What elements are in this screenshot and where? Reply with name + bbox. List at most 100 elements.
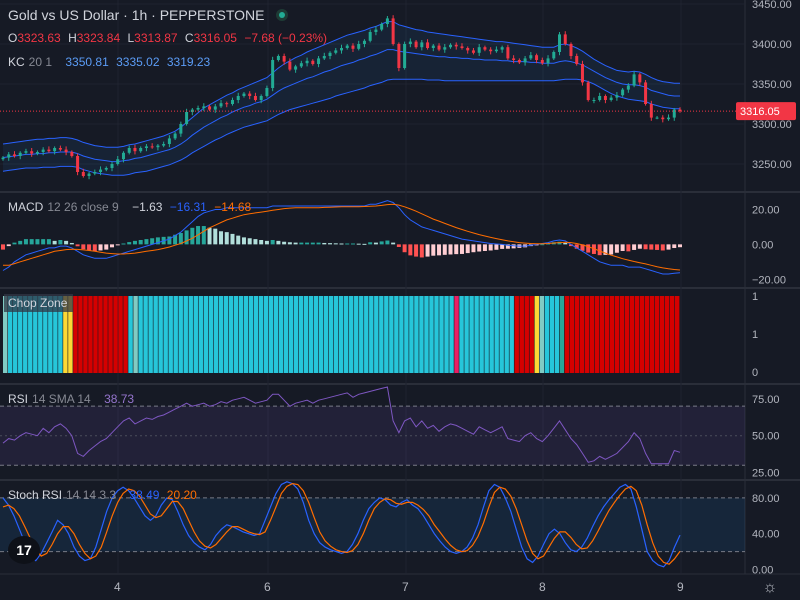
chop-zone-bar bbox=[178, 296, 183, 373]
kc-params: 20 1 bbox=[28, 55, 53, 69]
candle bbox=[340, 48, 343, 51]
candle bbox=[615, 95, 619, 98]
chop-zone-bar bbox=[434, 296, 439, 373]
chop-zone-bar bbox=[168, 296, 173, 373]
stoch-tick-label: 80.00 bbox=[752, 493, 780, 505]
candle bbox=[322, 56, 326, 59]
candle bbox=[87, 173, 91, 176]
candle bbox=[506, 47, 510, 59]
macd-histogram-bar bbox=[207, 227, 212, 245]
candle bbox=[655, 117, 659, 119]
candle bbox=[586, 82, 590, 100]
candle bbox=[517, 60, 521, 63]
macd-histogram-bar bbox=[178, 233, 183, 245]
chop-zone-bar bbox=[263, 296, 269, 373]
candle bbox=[58, 148, 62, 150]
candle bbox=[81, 172, 85, 176]
chop-zone-bar bbox=[489, 296, 494, 373]
kc-basis-value: 3335.02 bbox=[116, 55, 160, 69]
chop-zone-bar bbox=[409, 296, 414, 373]
chop-zone-bar bbox=[273, 296, 279, 373]
chop-zone-bar bbox=[659, 296, 665, 373]
macd-histogram-bar bbox=[104, 244, 109, 250]
price-tick-label: 3450.00 bbox=[752, 0, 792, 11]
candle bbox=[431, 45, 435, 48]
tradingview-logo[interactable]: 17 bbox=[8, 536, 40, 564]
stoch-name: Stoch RSI bbox=[8, 488, 63, 502]
macd-histogram-bar bbox=[339, 243, 344, 245]
chop-zone-bar bbox=[183, 296, 188, 373]
macd-histogram-bar bbox=[35, 239, 40, 245]
macd-histogram-bar bbox=[494, 244, 499, 250]
macd-histogram-bar bbox=[167, 236, 172, 245]
chop-zone-bar bbox=[203, 296, 209, 373]
chop-zone-bar bbox=[454, 296, 459, 373]
chop-zone-bar bbox=[123, 296, 128, 373]
candle bbox=[644, 82, 648, 104]
rsi-tick-label: 25.00 bbox=[752, 468, 780, 480]
macd-histogram-bar bbox=[270, 240, 275, 245]
open-value: 3323.63 bbox=[17, 31, 61, 45]
chop-zone-bar bbox=[514, 296, 519, 373]
chop-zone-bar bbox=[13, 296, 18, 373]
macd-histogram-bar bbox=[672, 244, 677, 249]
stoch-d-line bbox=[2, 482, 681, 565]
macd-histogram-bar bbox=[299, 242, 304, 245]
close-value: 3316.05 bbox=[193, 31, 237, 45]
candle bbox=[443, 47, 447, 50]
chop-zone-bar bbox=[308, 296, 314, 373]
macd-histogram-bar bbox=[632, 244, 637, 250]
macd-histogram-bar bbox=[431, 244, 436, 256]
macd-histogram-bar bbox=[236, 235, 241, 245]
chop-zone-bar bbox=[534, 296, 539, 373]
chop-zone-bar bbox=[439, 296, 444, 373]
candle bbox=[529, 55, 533, 59]
macd-legend: MACD 12 26 close 9 −1.63 −16.31 −14.68 bbox=[8, 199, 255, 215]
chop-zone-bar bbox=[429, 296, 434, 373]
candle bbox=[638, 74, 642, 83]
chop-zone-bar bbox=[479, 296, 484, 373]
macd-line-value: −16.31 bbox=[169, 200, 207, 214]
kc-legend: KC 20 1 3350.81 3335.02 3319.23 bbox=[8, 54, 214, 70]
rsi-name: RSI bbox=[8, 392, 29, 406]
chop-zone-bar bbox=[444, 296, 449, 373]
rsi-legend: RSI 14 SMA 14 38.73 bbox=[8, 391, 138, 407]
chop-zone-bar bbox=[143, 296, 148, 373]
chop-zone-bar bbox=[303, 296, 309, 373]
candle bbox=[454, 44, 458, 47]
macd-histogram-bar bbox=[201, 226, 206, 245]
settings-icon[interactable]: ☼ bbox=[762, 579, 778, 596]
candle bbox=[242, 93, 246, 96]
chop-zone-bar bbox=[188, 296, 193, 373]
macd-histogram-bar bbox=[259, 240, 264, 245]
candle bbox=[403, 44, 407, 68]
chop-zone-bar bbox=[148, 296, 153, 373]
chop-zone-bar bbox=[529, 296, 534, 373]
chop-zone-bar bbox=[519, 296, 524, 373]
candle bbox=[345, 45, 349, 48]
candle bbox=[437, 45, 441, 50]
chop-zone-bar bbox=[328, 296, 334, 373]
macd-histogram-bar bbox=[12, 242, 17, 245]
macd-histogram-bar bbox=[437, 244, 442, 256]
chop-zone-bar bbox=[28, 296, 33, 373]
chop-zone-bar bbox=[103, 296, 108, 373]
ohlc-legend: O3323.63 H3323.84 L3313.87 C3316.05 −7.6… bbox=[8, 30, 331, 46]
candle bbox=[110, 164, 114, 168]
chop-zone-bar bbox=[539, 296, 544, 373]
price-tick-label: 3400.00 bbox=[752, 39, 792, 51]
chop-zone-bar bbox=[63, 296, 68, 373]
chop-zone-bar bbox=[674, 296, 680, 373]
chop-zone-bar bbox=[53, 296, 58, 373]
macd-histogram-bar bbox=[219, 231, 224, 245]
chop-zone-bar bbox=[414, 296, 419, 373]
macd-histogram-bar bbox=[477, 244, 482, 252]
chop-zone-bar bbox=[609, 296, 615, 373]
macd-histogram-bar bbox=[563, 242, 568, 245]
macd-histogram-bar bbox=[75, 244, 80, 247]
macd-histogram-bar bbox=[144, 239, 149, 245]
chop-zone-bar bbox=[469, 296, 474, 373]
x-tick-label: 4 bbox=[114, 580, 121, 594]
chop-zone-bar bbox=[349, 296, 354, 373]
